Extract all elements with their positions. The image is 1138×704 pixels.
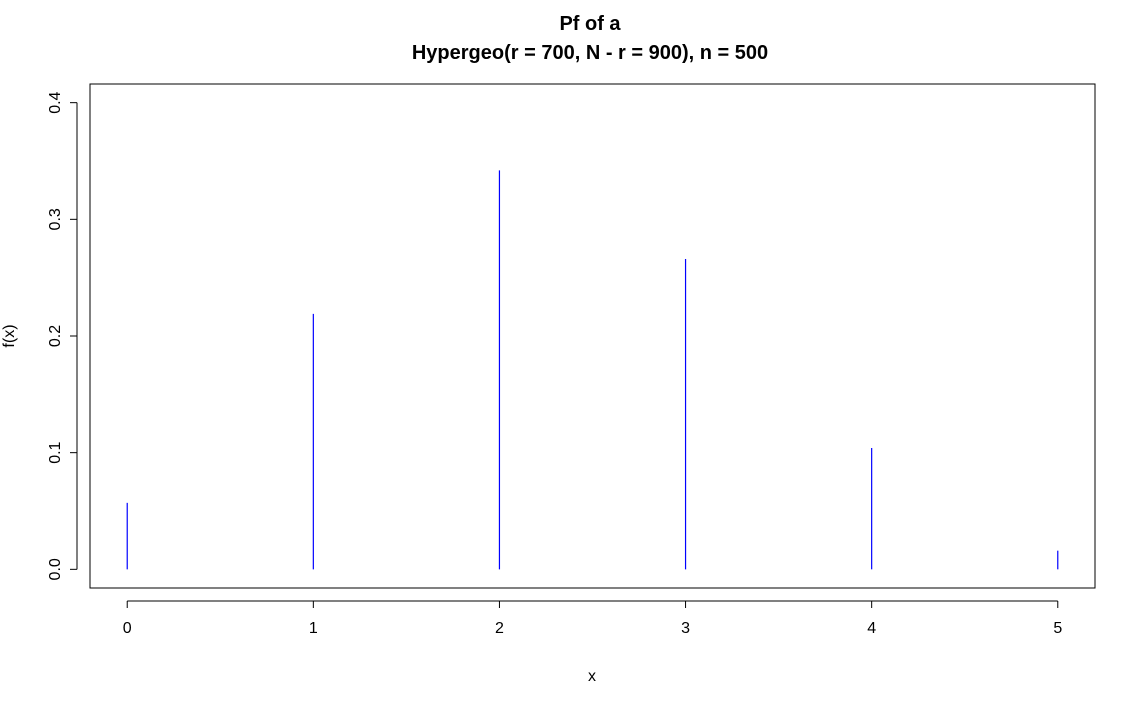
y-tick-label-1: 0.1: [47, 441, 64, 463]
x-axis: 0 1 2 3 4 5: [123, 600, 1062, 637]
y-axis-label: f(x): [1, 324, 18, 347]
x-axis-label: x: [588, 668, 596, 685]
y-tick-label-4: 0.4: [47, 91, 64, 113]
x-tick-label-3: 3: [681, 620, 690, 637]
plot-area-frame: [89, 83, 1096, 589]
bars: [126, 170, 1059, 570]
x-tick-label-1: 1: [309, 620, 318, 637]
x-tick-label-0: 0: [123, 620, 132, 637]
x-tick-label-4: 4: [867, 620, 876, 637]
chart-subtitle: Hypergeo(r = 700, N - r = 900), n = 500: [412, 42, 768, 64]
y-tick-label-0: 0.0: [47, 558, 64, 580]
x-tick-label-2: 2: [495, 620, 504, 637]
chart-title: Pf of a: [559, 13, 621, 35]
y-tick-label-2: 0.2: [47, 325, 64, 347]
y-tick-label-3: 0.3: [47, 208, 64, 230]
x-tick-label-5: 5: [1053, 620, 1062, 637]
y-axis: 0.0 0.1 0.2 0.3 0.4: [47, 91, 78, 580]
